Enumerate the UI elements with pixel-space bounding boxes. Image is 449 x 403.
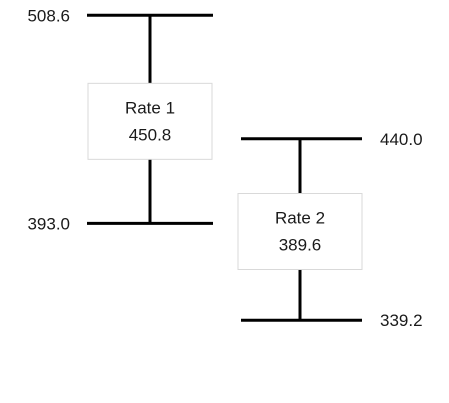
range-1-high-label: 508.6 xyxy=(27,6,70,25)
range-2-mid-box xyxy=(237,193,363,271)
range-2-high-label: 440.0 xyxy=(380,130,423,149)
range-1-name: Rate 1 xyxy=(125,98,175,117)
range-1-mid-box xyxy=(87,82,213,160)
range-1-low-label: 393.0 xyxy=(27,214,70,233)
range-2-low-label: 339.2 xyxy=(380,311,423,330)
range-2-name: Rate 2 xyxy=(275,209,325,228)
range-1-mid-label: 450.8 xyxy=(129,125,172,144)
range-2-mid-label: 389.6 xyxy=(279,236,322,255)
